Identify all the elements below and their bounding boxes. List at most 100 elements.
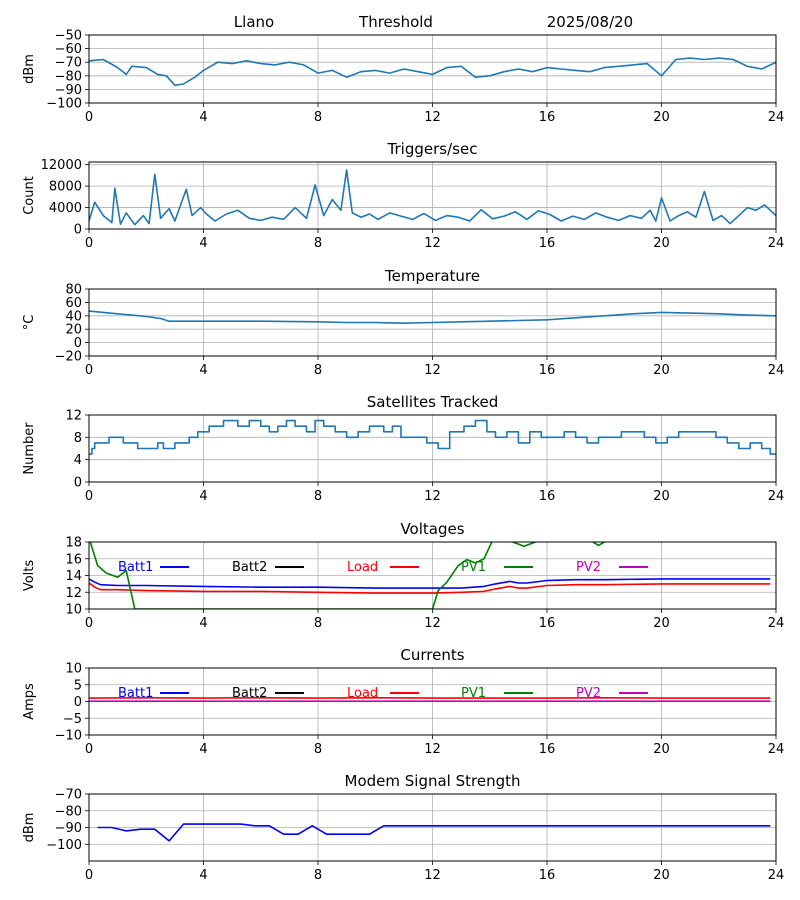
satellites-panel: 0 4 8 12 16 20 24 0 4 8 12 Satellites Tracked Number — [22, 393, 784, 504]
plot-frame — [88, 793, 777, 862]
y-axis-label: Volts — [22, 560, 37, 592]
plot-frame — [88, 667, 777, 736]
y-tick-label: −100 — [46, 838, 82, 853]
y-tick-label: −60 — [55, 42, 82, 57]
legend-label-pv2: PV2 — [576, 560, 601, 575]
x-tick-label: 0 — [85, 236, 93, 251]
x-tick-label: 12 — [424, 742, 441, 757]
y-tick-label: 10 — [65, 603, 82, 618]
x-tick-label: 0 — [85, 868, 93, 883]
y-tick-label: 4000 — [49, 201, 82, 216]
series-line-temperature — [89, 310, 776, 324]
chart-title: Currents — [400, 646, 464, 664]
y-tick-label: 80 — [65, 283, 82, 298]
y-tick-label: −90 — [55, 821, 82, 836]
legend-label-load: Load — [347, 560, 378, 575]
chart-title: Triggers/sec — [387, 140, 478, 158]
x-tick-label: 24 — [768, 110, 785, 125]
y-tick-label: 12 — [65, 586, 82, 601]
x-tick-label: 16 — [539, 236, 556, 251]
legend-label-batt1: Batt1 — [118, 560, 153, 575]
y-tick-label: −50 — [55, 29, 82, 44]
legend-label-load: Load — [347, 686, 378, 701]
x-tick-label: 4 — [199, 868, 207, 883]
x-tick-label: 4 — [199, 110, 207, 125]
y-tick-label: −70 — [55, 56, 82, 71]
series-line-pv1 — [512, 542, 536, 547]
y-tick-label: −90 — [55, 83, 82, 98]
x-tick-label: 12 — [424, 616, 441, 631]
y-axis-label: dBm — [22, 54, 37, 84]
y-axis-label: °C — [22, 315, 37, 331]
y-tick-label: 5 — [74, 678, 82, 693]
x-tick-label: 12 — [424, 236, 441, 251]
x-tick-label: 12 — [424, 489, 441, 504]
series-group — [89, 310, 776, 324]
x-tick-label: 4 — [199, 363, 207, 378]
series-line-pv1 — [592, 542, 605, 547]
x-tick-label: 16 — [539, 489, 556, 504]
y-tick-label: −80 — [55, 69, 82, 84]
y-tick-label: 18 — [65, 536, 82, 551]
chart-title: Satellites Tracked — [367, 393, 498, 411]
header-date: 2025/08/20 — [547, 13, 633, 31]
x-tick-label: 24 — [768, 489, 785, 504]
x-tick-label: 24 — [768, 363, 785, 378]
x-tick-label: 12 — [424, 868, 441, 883]
y-tick-label: 4 — [74, 453, 82, 468]
series-group — [89, 57, 776, 87]
legend-label-pv1: PV1 — [461, 560, 486, 575]
x-tick-label: 12 — [424, 363, 441, 378]
y-tick-label: 0 — [74, 336, 82, 351]
series-group — [89, 542, 771, 609]
y-axis-label: Amps — [22, 683, 37, 720]
y-tick-label: 16 — [65, 552, 82, 567]
x-tick-label: 16 — [539, 868, 556, 883]
x-tick-label: 8 — [314, 236, 322, 251]
x-tick-label: 20 — [653, 236, 670, 251]
y-tick-label: 20 — [65, 323, 82, 338]
x-tick-label: 4 — [199, 236, 207, 251]
plot-frame — [88, 288, 777, 357]
y-tick-label: −80 — [55, 804, 82, 819]
plot-frame — [88, 34, 777, 104]
x-tick-label: 20 — [653, 363, 670, 378]
series-group — [97, 823, 771, 842]
plot-frame — [88, 161, 777, 230]
modem-panel: 0 4 8 12 16 20 24 −100 −90 −80−70 Modem Signal Str… — [22, 772, 784, 883]
series-group — [89, 419, 776, 455]
x-tick-label: 16 — [539, 616, 556, 631]
y-tick-label: −100 — [46, 97, 82, 112]
y-tick-label: 0 — [74, 695, 82, 710]
chart-title: Voltages — [400, 520, 464, 538]
plot-frame — [88, 414, 777, 483]
y-tick-label: 8000 — [49, 180, 82, 195]
series-line-modem — [97, 823, 771, 842]
header-site: Llano — [234, 13, 274, 31]
y-tick-label: −5 — [63, 712, 82, 727]
y-tick-label: 12 — [65, 409, 82, 424]
x-tick-label: 16 — [539, 363, 556, 378]
y-axis-label: Count — [22, 176, 37, 215]
x-tick-label: 8 — [314, 110, 322, 125]
legend-label-pv1: PV1 — [461, 686, 486, 701]
x-tick-label: 4 — [199, 742, 207, 757]
y-tick-label: 14 — [65, 569, 82, 584]
x-tick-label: 24 — [768, 236, 785, 251]
x-tick-label: 0 — [85, 110, 93, 125]
y-tick-label: 12000 — [41, 158, 82, 173]
x-tick-label: 8 — [314, 616, 322, 631]
y-tick-label: 40 — [65, 309, 82, 324]
x-tick-label: 8 — [314, 868, 322, 883]
x-tick-label: 24 — [768, 616, 785, 631]
series-group — [89, 697, 771, 702]
x-tick-label: 0 — [85, 616, 93, 631]
x-tick-label: 24 — [768, 868, 785, 883]
series-line-satellites — [89, 419, 776, 455]
triggers-panel: 0 4 8 12 16 20 24 0 4000 8000 12000 Triggers/sec Cou… — [22, 140, 784, 251]
x-tick-label: 0 — [85, 363, 93, 378]
x-tick-label: 20 — [653, 742, 670, 757]
